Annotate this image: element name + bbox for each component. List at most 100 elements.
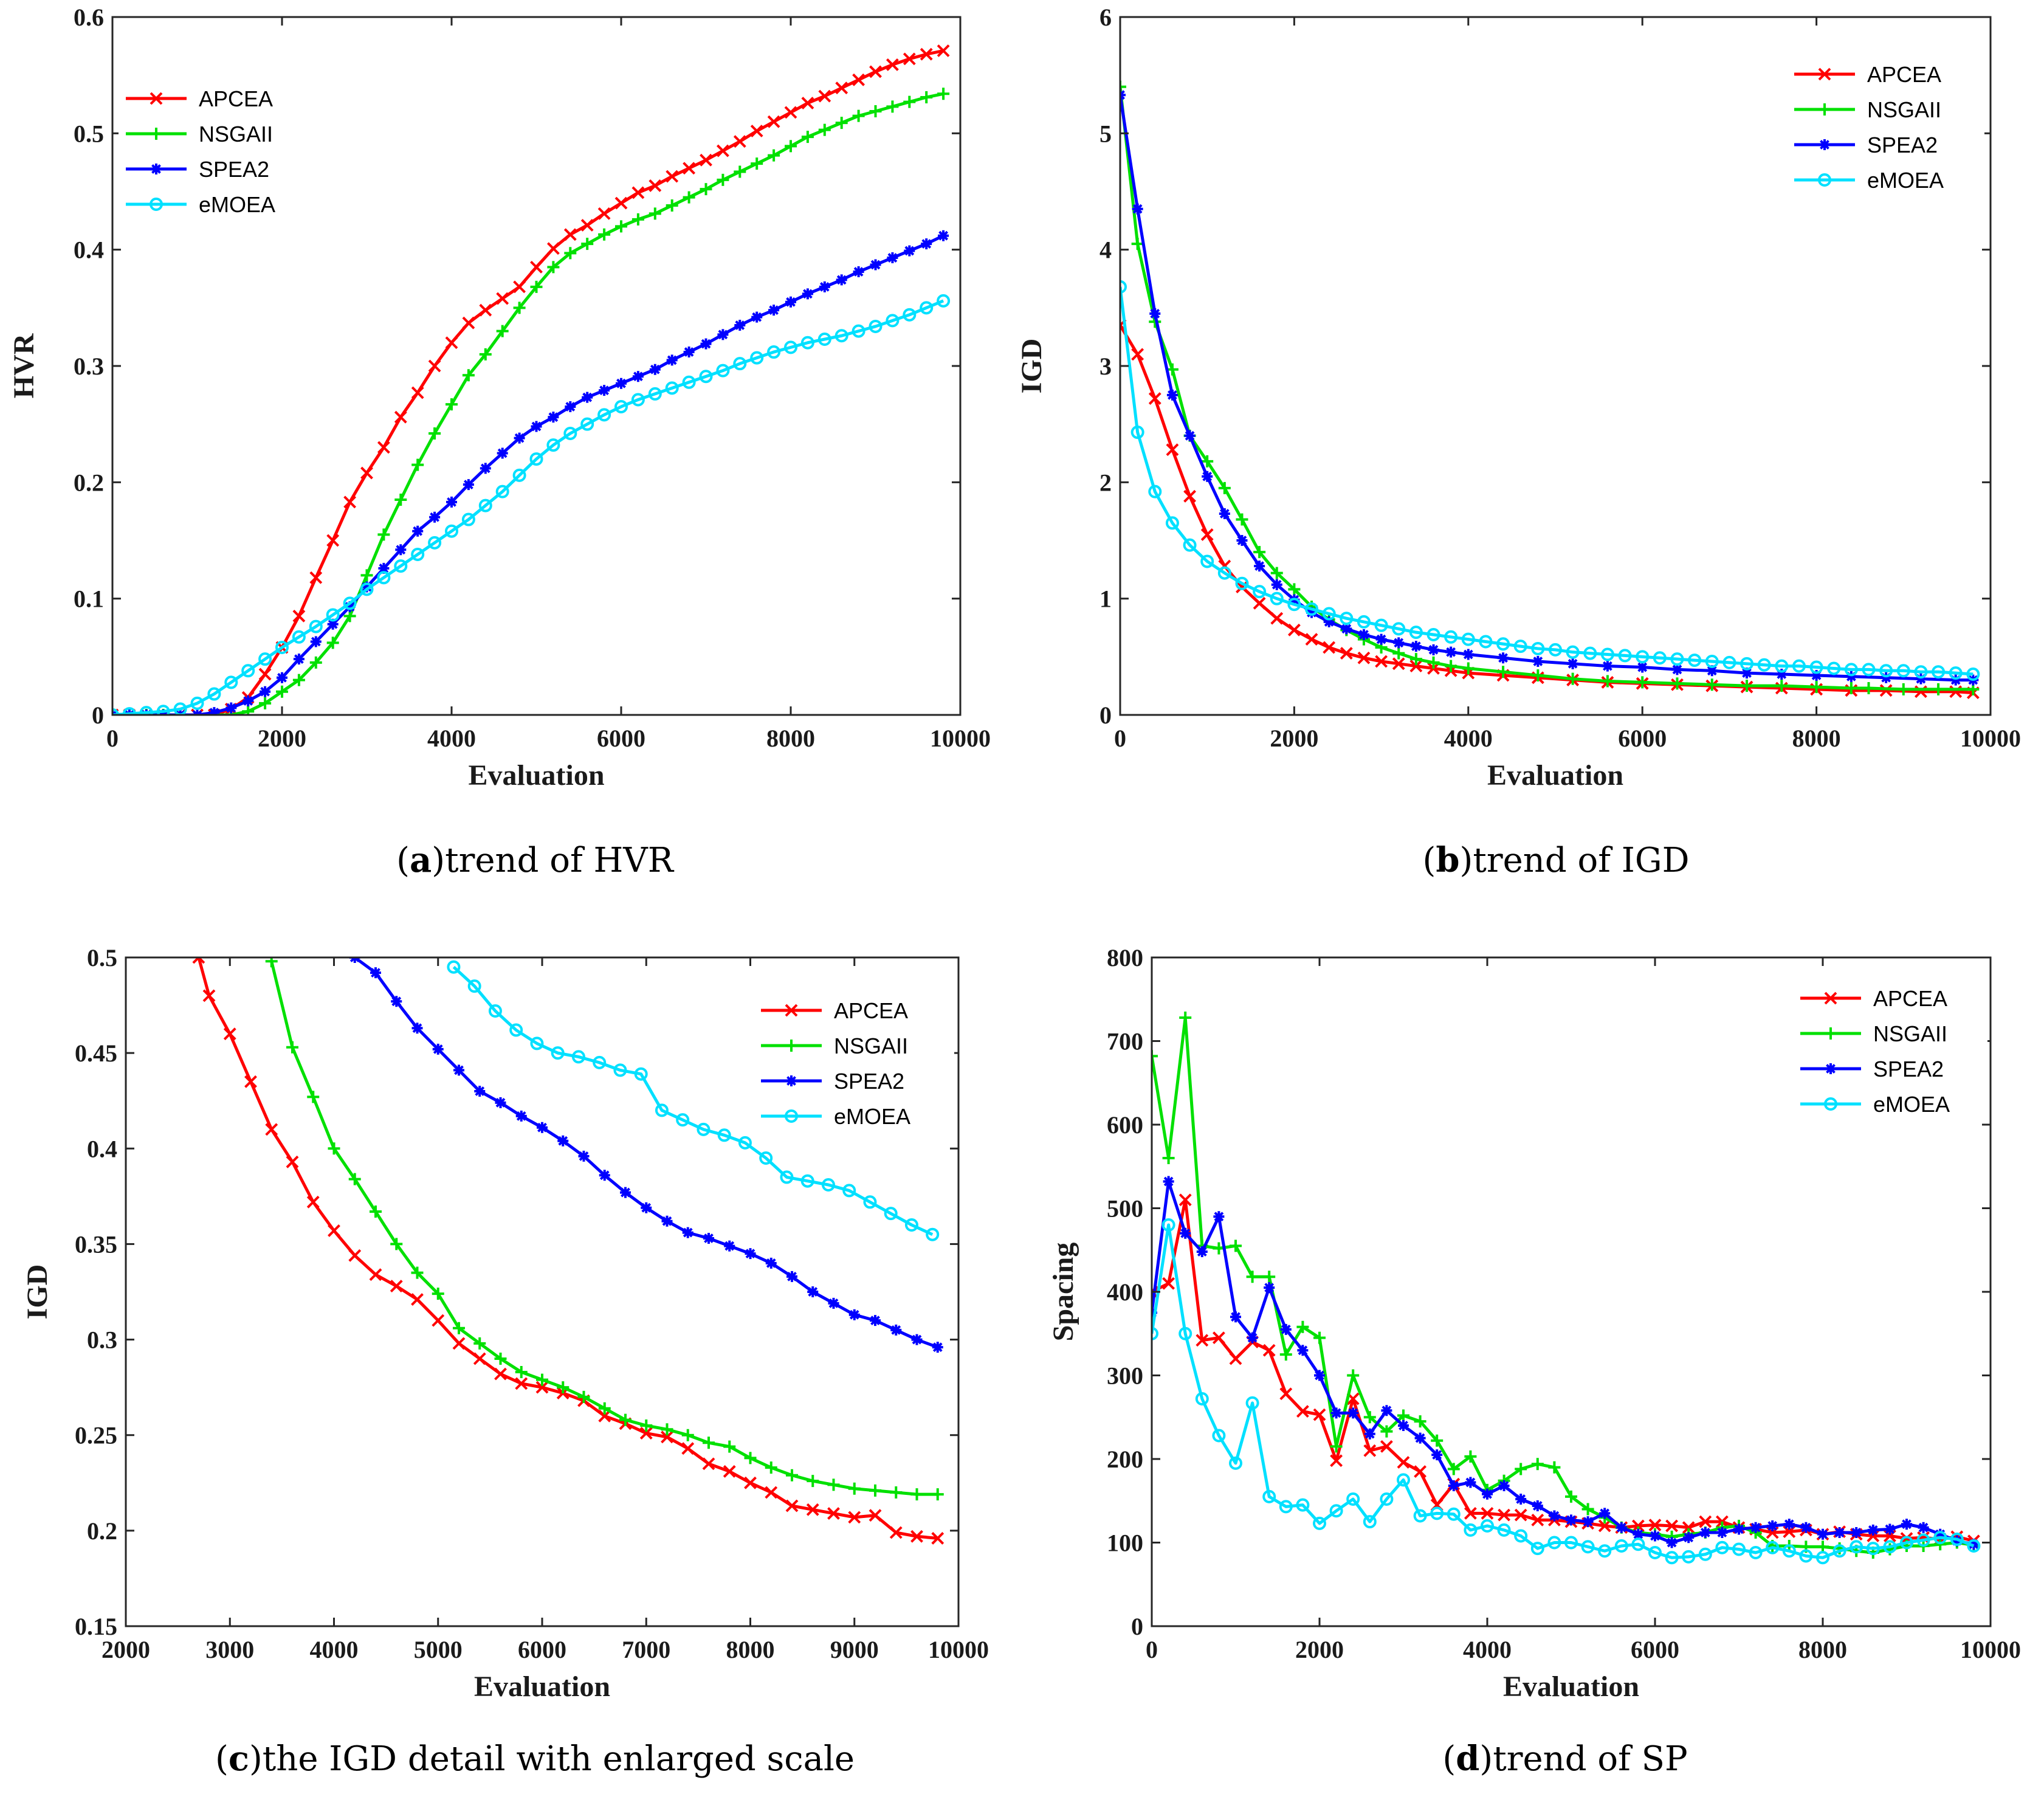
- data-point-eMOEA: [1409, 626, 1423, 640]
- y-tick-label: 0.4: [74, 236, 104, 264]
- y-tick-label: 300: [1107, 1362, 1143, 1390]
- data-point-APCEA: [1375, 655, 1388, 668]
- data-point-APCEA: [1665, 1519, 1679, 1533]
- data-point-APCEA: [258, 667, 272, 681]
- x-tick-label: 6000: [597, 725, 645, 752]
- data-point-APCEA: [580, 219, 594, 232]
- data-point-APCEA: [614, 196, 628, 210]
- data-point-eMOEA: [1799, 1549, 1813, 1563]
- data-point-APCEA: [223, 1027, 236, 1041]
- data-point-APCEA: [1514, 1508, 1527, 1522]
- data-point-SPEA2: [1811, 669, 1822, 681]
- y-tick-label: 0.1: [74, 585, 104, 613]
- data-point-NSGAII: [827, 1478, 840, 1491]
- data-point-eMOEA: [461, 512, 475, 526]
- data-point-APCEA: [1409, 660, 1423, 673]
- data-point-eMOEA: [326, 608, 340, 622]
- y-tick-label: 0.35: [75, 1230, 117, 1258]
- data-point-eMOEA: [1740, 657, 1754, 671]
- data-point-APCEA: [328, 1224, 340, 1237]
- data-point-APCEA: [1481, 1506, 1494, 1520]
- y-tick-label: 0.25: [75, 1422, 117, 1449]
- data-point-NSGAII: [1671, 677, 1684, 690]
- legend-label-NSGAII: NSGAII: [834, 1033, 908, 1058]
- data-point-APCEA: [827, 1507, 840, 1520]
- data-point-SPEA2: [327, 618, 339, 630]
- data-point-eMOEA: [1322, 607, 1336, 621]
- data-point-SPEA2: [649, 364, 661, 375]
- y-tick-label: 0.3: [74, 353, 104, 380]
- data-point-APCEA: [1287, 623, 1301, 636]
- data-point-eMOEA: [884, 1207, 898, 1221]
- data-point-eMOEA: [1862, 663, 1876, 677]
- caption-text: trend of IGD: [1473, 841, 1689, 880]
- data-point-SPEA2: [411, 1023, 423, 1034]
- caption-close-paren: ): [249, 1739, 263, 1779]
- data-point-NSGAII: [1427, 656, 1440, 669]
- data-point-NSGAII: [835, 117, 848, 129]
- data-point-SPEA2: [1881, 672, 1892, 683]
- data-point-eMOEA: [1426, 627, 1440, 641]
- data-point-NSGAII: [1601, 675, 1614, 688]
- legend: APCEA NSGAII SPEA2 eMOEA: [1787, 49, 1984, 201]
- legend: APCEA NSGAII SPEA2 eMOEA: [754, 985, 954, 1129]
- data-point-SPEA2: [1323, 616, 1335, 627]
- data-point-NSGAII: [370, 1205, 382, 1218]
- series-group: [1120, 80, 1980, 700]
- data-point-NSGAII: [494, 1353, 507, 1365]
- data-point-eMOEA: [1698, 1547, 1712, 1561]
- data-point-eMOEA: [1949, 666, 1963, 680]
- data-point-APCEA: [785, 1499, 799, 1512]
- data-point-APCEA: [411, 1293, 424, 1306]
- data-point-eMOEA: [1161, 1218, 1175, 1232]
- data-point-APCEA: [1313, 1408, 1326, 1421]
- data-point-SPEA2: [1247, 1332, 1258, 1343]
- data-point-eMOEA: [1749, 1546, 1763, 1559]
- y-tick-label: 500: [1107, 1195, 1143, 1223]
- data-point-NSGAII: [744, 1452, 757, 1464]
- data-point-NSGAII: [473, 1337, 486, 1350]
- data-point-SPEA2: [1202, 471, 1213, 482]
- data-point-SPEA2: [1935, 1528, 1946, 1540]
- data-point-eMOEA: [1816, 1551, 1829, 1565]
- data-point-eMOEA: [309, 619, 323, 633]
- data-point-APCEA: [889, 1526, 903, 1539]
- data-point-APCEA: [377, 441, 390, 454]
- data-point-eMOEA: [1392, 622, 1406, 636]
- data-point-eMOEA: [1850, 1540, 1863, 1554]
- data-point-eMOEA: [800, 1174, 814, 1188]
- legend-marker-SPEA2: [786, 1075, 797, 1086]
- data-point-APCEA: [244, 1075, 257, 1088]
- data-point-SPEA2: [1532, 655, 1544, 667]
- data-point-SPEA2: [1393, 637, 1405, 649]
- data-point-NSGAII: [683, 191, 695, 204]
- data-point-NSGAII: [1253, 546, 1266, 559]
- data-point-eMOEA: [1705, 654, 1719, 668]
- data-point-SPEA2: [1431, 1449, 1443, 1461]
- data-point-eMOEA: [551, 1046, 565, 1060]
- data-point-NSGAII: [328, 1142, 340, 1155]
- data-point-eMOEA: [759, 1151, 773, 1165]
- data-point-APCEA: [649, 179, 662, 192]
- data-point-NSGAII: [307, 1091, 320, 1103]
- data-point-SPEA2: [1341, 623, 1352, 635]
- y-tick-label: 600: [1107, 1111, 1143, 1139]
- data-point-SPEA2: [1851, 1527, 1862, 1538]
- data-point-eMOEA: [926, 1227, 940, 1241]
- y-tick-label: 0.45: [75, 1040, 117, 1067]
- legend-marker-APCEA: [1824, 992, 1837, 1005]
- data-point-NSGAII: [1288, 583, 1301, 596]
- data-point-NSGAII: [1447, 1463, 1460, 1475]
- x-tick-label: 9000: [830, 1636, 879, 1663]
- data-point-SPEA2: [1306, 607, 1318, 618]
- data-point-APCEA: [700, 153, 712, 167]
- data-point-eMOEA: [1253, 585, 1267, 599]
- data-point-eMOEA: [863, 1195, 877, 1209]
- data-point-eMOEA: [1296, 1498, 1310, 1512]
- data-point-eMOEA: [275, 641, 289, 655]
- series-group: [192, 957, 945, 1545]
- data-point-APCEA: [348, 1249, 362, 1262]
- legend-box: [119, 73, 307, 216]
- data-point-SPEA2: [1716, 1527, 1728, 1538]
- x-tick-label: 2000: [1270, 725, 1318, 752]
